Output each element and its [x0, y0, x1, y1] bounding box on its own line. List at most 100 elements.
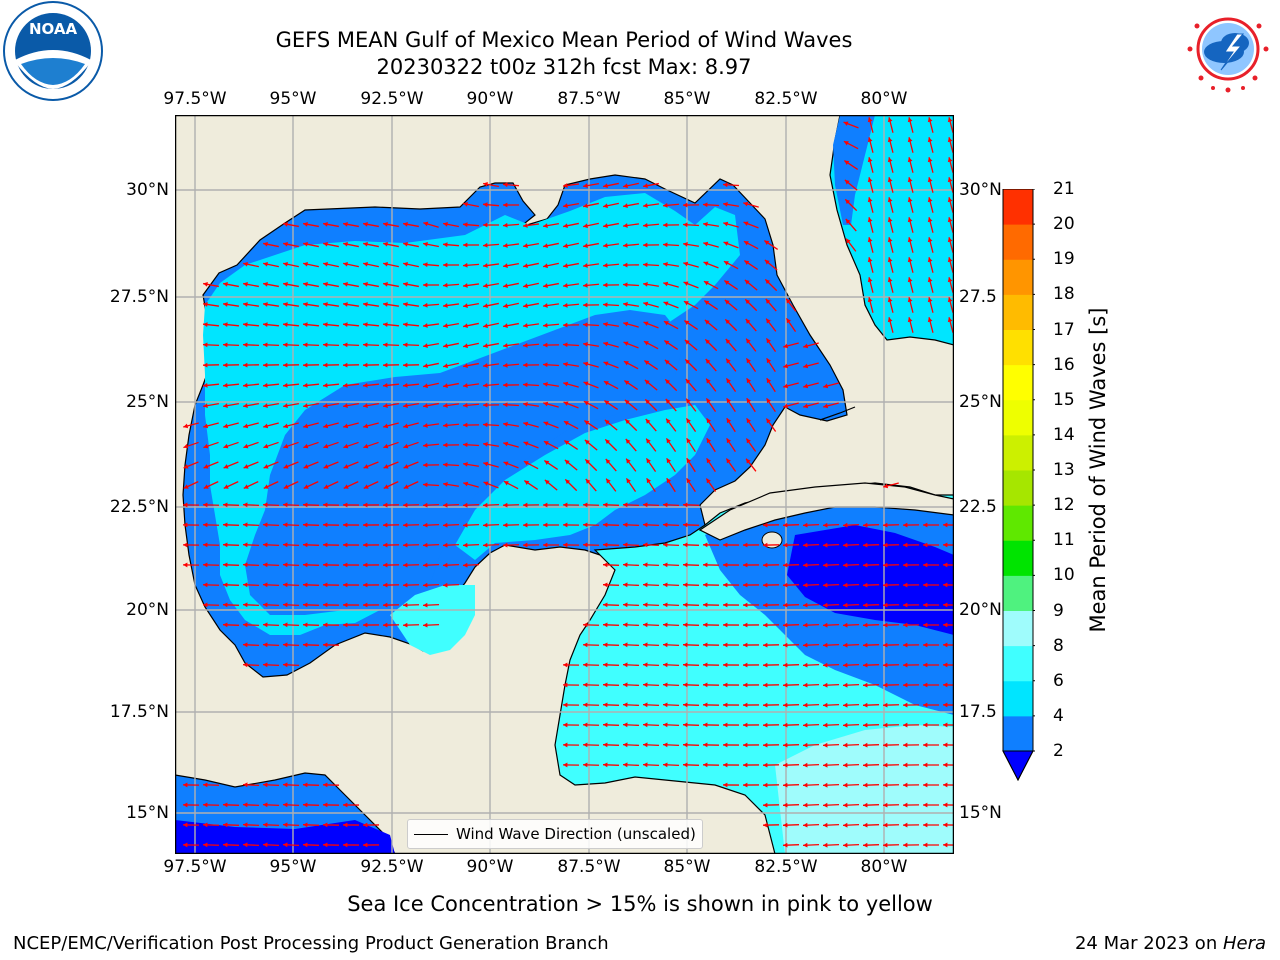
wind-wave-arrow: [942, 622, 954, 628]
wind-wave-arrow: [602, 262, 620, 268]
wind-wave-arrow: [867, 217, 874, 233]
colorbar-segment: [1003, 189, 1033, 225]
wind-wave-arrow: [642, 722, 660, 728]
wind-wave-arrow: [422, 622, 440, 628]
colorbar-tick-label: 9: [1053, 600, 1064, 621]
wind-wave-arrow: [802, 842, 820, 848]
wind-wave-arrow: [725, 458, 737, 472]
wind-wave-arrow: [623, 360, 639, 370]
wind-wave-arrow: [927, 297, 934, 313]
wind-wave-arrow: [887, 277, 894, 293]
lat-label-left: 30°N: [126, 180, 169, 200]
wind-wave-arrow: [662, 242, 680, 248]
wind-wave-arrow: [562, 702, 580, 708]
wind-wave-arrow: [682, 662, 700, 668]
wind-wave-arrow: [642, 642, 660, 648]
wind-wave-arrow: [482, 242, 500, 248]
wind-wave-arrow: [822, 702, 840, 708]
lat-label-right: 17.5: [959, 702, 997, 722]
wind-wave-arrow: [582, 522, 600, 528]
wind-wave-arrow: [902, 842, 920, 848]
wind-wave-arrow: [282, 662, 300, 668]
wind-wave-arrow: [762, 702, 780, 708]
wind-wave-arrow: [822, 562, 840, 568]
wind-wave-arrow: [502, 243, 520, 248]
wind-wave-arrow: [762, 782, 780, 788]
wind-wave-arrow: [702, 542, 720, 548]
wind-wave-arrow: [402, 362, 420, 368]
lon-label-bottom: 92.5°W: [360, 857, 424, 877]
wind-wave-arrow: [222, 602, 240, 608]
wind-wave-arrow: [422, 302, 440, 308]
wind-wave-arrow: [282, 522, 300, 528]
wind-wave-arrow: [585, 478, 597, 492]
wind-wave-arrow: [803, 342, 819, 349]
wind-wave-arrow: [542, 303, 560, 308]
wind-wave-arrow: [382, 382, 400, 388]
wind-wave-arrow: [643, 182, 659, 189]
wind-wave-arrow: [323, 281, 339, 288]
wind-wave-arrow: [222, 522, 240, 528]
wind-wave-arrow: [523, 262, 539, 269]
wind-wave-arrow: [562, 762, 580, 768]
wind-wave-arrow: [242, 342, 260, 348]
wind-wave-arrow: [322, 562, 340, 568]
wind-wave-arrow: [322, 842, 340, 848]
wind-wave-arrow: [642, 542, 660, 548]
lon-label-bottom: 97.5°W: [163, 857, 227, 877]
wind-wave-arrow: [867, 237, 874, 253]
wind-wave-arrow: [262, 542, 280, 548]
wind-wave-arrow: [522, 323, 540, 328]
wind-wave-arrow: [563, 222, 579, 229]
credit-text: NCEP/EMC/Verification Post Processing Pr…: [13, 933, 609, 954]
wind-wave-arrow: [462, 383, 480, 388]
wind-wave-arrow: [583, 222, 599, 229]
wind-wave-arrow: [845, 238, 857, 252]
wind-wave-arrow: [403, 241, 419, 248]
wind-wave-arrow: [663, 281, 679, 288]
wind-wave-arrow: [462, 462, 480, 467]
wind-wave-arrow: [822, 662, 840, 668]
wind-wave-arrow: [922, 842, 940, 848]
wind-wave-arrow: [802, 722, 820, 728]
wind-wave-arrow: [564, 459, 578, 471]
wind-wave-arrow: [782, 682, 800, 688]
wind-wave-arrow: [642, 582, 660, 588]
lon-label-top: 87.5°W: [557, 89, 621, 109]
wind-wave-arrow: [742, 782, 760, 788]
wind-wave-arrow: [887, 237, 894, 253]
wind-wave-arrow: [623, 341, 639, 349]
wind-wave-arrow: [563, 202, 579, 208]
wind-wave-arrow: [562, 183, 580, 188]
wind-wave-arrow: [702, 742, 720, 748]
wind-wave-arrow: [383, 402, 399, 408]
wind-wave-arrow: [262, 342, 280, 348]
wind-wave-arrow: [622, 762, 640, 768]
wind-wave-arrow: [902, 542, 920, 548]
wind-wave-arrow: [403, 261, 419, 268]
wind-wave-arrow: [382, 542, 400, 548]
wind-wave-arrow: [666, 477, 676, 493]
wind-wave-arrow: [442, 582, 460, 588]
wind-wave-arrow: [223, 441, 239, 449]
wind-wave-arrow: [282, 302, 300, 307]
wind-wave-arrow: [662, 742, 680, 748]
wind-wave-arrow: [942, 802, 954, 808]
wind-wave-arrow: [907, 277, 914, 293]
lon-label-top: 90°W: [466, 89, 514, 109]
wind-wave-arrow: [362, 562, 380, 568]
wind-wave-arrow: [902, 622, 920, 628]
wind-wave-arrow: [822, 522, 840, 528]
wind-wave-arrow: [785, 298, 797, 312]
wind-wave-arrow: [682, 622, 700, 628]
wind-wave-arrow: [343, 481, 359, 489]
lat-label-left: 20°N: [126, 600, 169, 620]
wind-wave-arrow: [422, 582, 440, 588]
wind-wave-arrow: [302, 382, 320, 388]
wind-wave-arrow: [383, 422, 399, 429]
colorbar-segment: [1003, 434, 1033, 471]
wind-wave-arrow: [726, 417, 736, 433]
colorbar-segment: [1003, 505, 1033, 541]
wind-wave-arrow: [362, 342, 380, 348]
wind-wave-arrow: [902, 582, 920, 588]
